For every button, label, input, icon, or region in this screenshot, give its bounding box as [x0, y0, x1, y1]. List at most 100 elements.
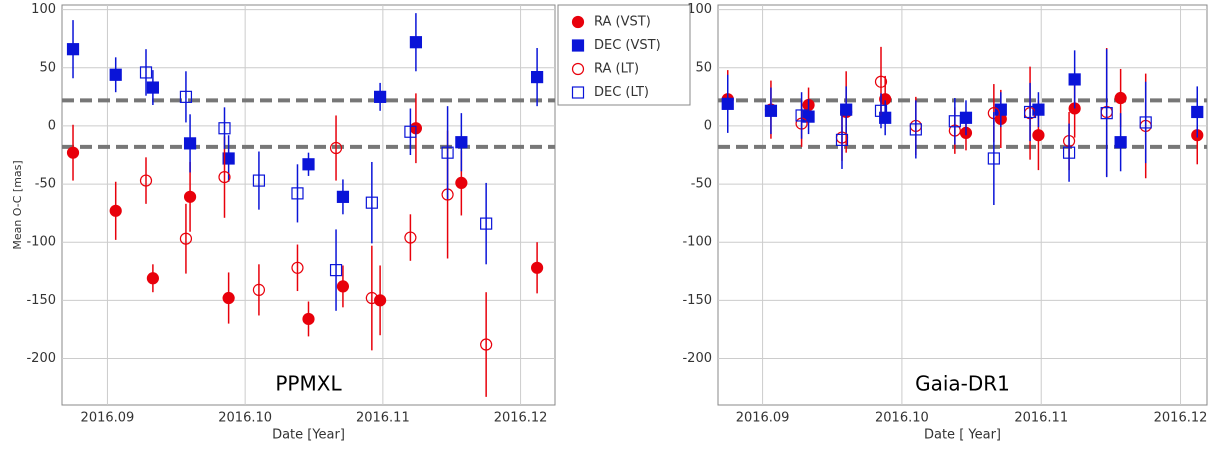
point	[835, 133, 849, 146]
point	[336, 280, 350, 293]
point	[994, 103, 1007, 116]
point	[530, 261, 544, 274]
x-tick-label: 2016.09	[81, 411, 135, 426]
point	[404, 231, 417, 244]
x-tick-label: 2016.12	[1154, 411, 1208, 426]
point	[329, 141, 343, 155]
point	[1023, 105, 1037, 119]
point	[179, 90, 193, 103]
point	[302, 158, 315, 171]
point	[365, 196, 378, 209]
point	[764, 104, 778, 117]
point	[66, 146, 80, 159]
point	[365, 291, 378, 305]
point	[139, 66, 153, 79]
point	[480, 217, 493, 230]
point	[948, 115, 961, 128]
point	[183, 137, 197, 150]
y-tick-label: -50	[35, 177, 56, 192]
point	[1062, 146, 1076, 159]
point	[409, 36, 423, 49]
legend-marker	[571, 39, 585, 52]
point	[1191, 105, 1204, 119]
point	[109, 204, 122, 217]
point	[874, 75, 888, 88]
legend-label: RA (VST)	[594, 15, 651, 30]
legend-label: DEC (VST)	[594, 38, 661, 53]
y-tick-label: -200	[682, 351, 712, 366]
point	[1100, 107, 1113, 120]
point	[183, 190, 197, 203]
point	[218, 170, 231, 184]
point	[222, 152, 235, 165]
point	[336, 190, 350, 203]
point	[146, 272, 159, 285]
point	[909, 123, 922, 136]
y-tick-label: -150	[682, 293, 712, 308]
point	[139, 174, 153, 187]
y-tick-label: -50	[691, 177, 712, 192]
point	[218, 122, 231, 135]
point	[302, 312, 315, 326]
panel-label: Gaia-DR1	[915, 372, 1010, 396]
x-tick-label: 2016.12	[494, 411, 548, 426]
plot-area	[61, 4, 556, 406]
point	[802, 110, 815, 123]
x-tick-label: 2016.10	[875, 411, 929, 426]
point	[291, 187, 304, 200]
point	[291, 261, 304, 274]
point	[441, 146, 454, 159]
y-tick-label: 100	[31, 2, 56, 17]
y-tick-label: -100	[682, 235, 712, 250]
panel-label: PPMXL	[275, 372, 342, 396]
x-tick-label: 2016.11	[1014, 411, 1068, 426]
point	[795, 109, 808, 122]
point	[66, 43, 80, 56]
point	[987, 152, 1000, 165]
y-tick-label: 0	[704, 118, 712, 133]
legend-label: DEC (LT)	[594, 85, 649, 100]
point	[455, 136, 468, 149]
point	[530, 70, 544, 84]
point	[222, 291, 235, 305]
y-tick-label: 50	[695, 60, 712, 75]
point	[109, 68, 122, 81]
x-tick-label: 2016.09	[736, 411, 790, 426]
legend-label: RA (LT)	[594, 62, 639, 77]
point	[1139, 116, 1152, 129]
x-axis-label: Date [Year]	[272, 428, 345, 443]
point	[1114, 91, 1127, 105]
point	[1032, 129, 1045, 142]
x-axis-label: Date [ Year]	[924, 428, 1001, 443]
point	[252, 174, 266, 187]
y-tick-label: -150	[26, 293, 56, 308]
y-tick-label: 0	[48, 118, 56, 133]
point	[879, 111, 892, 124]
y-tick-label: -200	[26, 351, 56, 366]
point	[252, 283, 266, 296]
legend-marker	[571, 86, 585, 99]
y-axis-label: Mean O-C [mas]	[11, 160, 24, 249]
point	[874, 104, 888, 117]
legend-marker	[571, 15, 585, 29]
point	[374, 90, 387, 103]
point	[1032, 103, 1045, 116]
y-tick-label: -100	[26, 235, 56, 250]
point	[1114, 136, 1127, 149]
point	[179, 232, 193, 245]
point	[480, 338, 493, 351]
point	[1068, 73, 1081, 86]
point	[455, 176, 468, 190]
legend-marker	[571, 62, 585, 76]
point	[329, 264, 343, 277]
x-tick-label: 2016.11	[356, 411, 410, 426]
point	[840, 103, 853, 116]
legend: RA (VST) DEC (VST) RA (LT) DEC (LT)	[557, 4, 691, 106]
y-tick-label: 100	[687, 2, 712, 17]
x-tick-label: 2016.10	[218, 411, 272, 426]
y-tick-label: 50	[39, 60, 56, 75]
point	[146, 81, 159, 94]
plot-area	[717, 4, 1208, 406]
point	[959, 111, 973, 124]
